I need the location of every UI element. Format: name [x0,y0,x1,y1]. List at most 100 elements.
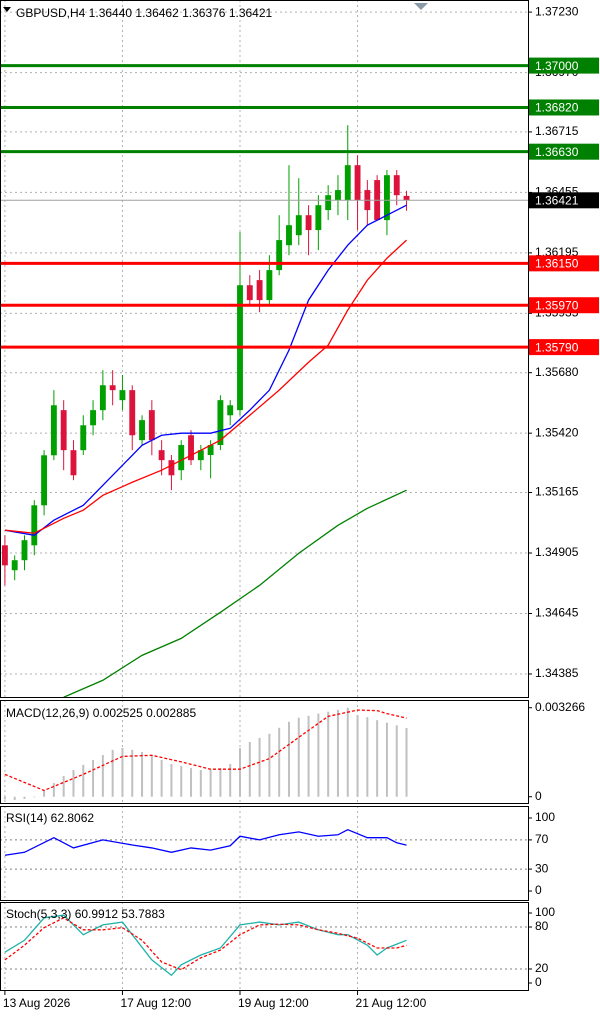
candle-body [158,450,165,461]
moving-average-line [63,489,407,697]
candle-body [227,405,234,416]
price-level-tag [529,255,599,272]
indicator-line [4,917,407,971]
y-tick-label: 1.34385 [535,666,579,680]
macd-bar [199,770,202,797]
x-tick-label: 13 Aug 2026 [3,996,71,1010]
candle-body [41,455,48,506]
candle-body [60,410,67,451]
macd-bar [52,783,55,797]
x-tick-label: 17 Aug 12:00 [120,996,191,1010]
candle-body [305,215,312,231]
y-tick-label: 1.35420 [535,425,579,439]
macd-bar [248,741,251,797]
candle-body [384,175,390,221]
y-tick-label: 70 [535,832,549,846]
macd-bar [229,764,232,797]
y-tick-label: 100 [535,810,555,824]
price-level-label: 1.36820 [535,101,579,115]
macd-bar [346,707,349,797]
moving-average-line [4,239,407,534]
panel-title: RSI(14) 62.8062 [6,811,94,825]
macd-bar [101,755,104,797]
macd-bar [190,768,193,797]
price-level-tag [529,99,599,116]
macd-bar [395,725,398,797]
candle-body [168,460,175,476]
macd-bar [297,717,300,797]
price-level-tag [529,297,599,314]
macd-bar [356,714,359,797]
macd-bar [62,776,65,797]
candle-body [325,195,332,211]
y-tick-label: 1.37230 [535,4,579,18]
shift-marker[interactable] [414,3,428,10]
macd-bar [111,749,114,797]
candle-body [70,450,77,476]
price-level-label: 1.36630 [535,145,579,159]
y-tick-label: 0 [535,789,542,803]
candle-body [393,175,400,196]
price-level-label: 1.35790 [535,340,579,354]
y-tick-label: 0 [535,883,542,897]
menu-triangle[interactable] [3,7,11,12]
candle-body [178,445,185,471]
candle-body [11,560,18,571]
macd-bar [278,727,281,797]
macd-bar [405,727,408,797]
y-tick-label: 0 [535,975,542,989]
panel-title: Stoch(5,3,3) 60.9912 53.7883 [6,907,165,921]
price-level-tag [529,143,599,160]
candle-body [207,445,214,456]
last-price-label: 1.36421 [535,193,579,207]
rsi-panel-frame [0,806,529,901]
macd-bar [219,768,222,797]
candle-body [266,270,273,301]
y-tick-label: 1.34645 [535,606,579,620]
candle-body [217,400,224,446]
y-tick-label: 20 [535,961,549,975]
macd-bar [150,755,153,797]
indicator-line [4,828,407,856]
panel-title: GBPUSD,H4 1.36440 1.36462 1.36376 1.3642… [16,6,273,20]
candle-body [246,285,253,301]
candle-body [344,165,351,201]
macd-bar [141,752,144,797]
macd-bar [33,796,36,798]
candle-body [197,450,204,461]
macd-bar [307,715,310,797]
price-level-label: 1.35970 [535,298,579,312]
y-tick-label: 1.36715 [535,124,579,138]
y-tick-label: 30 [535,861,549,875]
macd-bar [43,790,46,797]
macd-bar [376,720,379,797]
macd-bar [170,764,173,797]
x-tick-label: 19 Aug 12:00 [238,996,309,1010]
price-level-tag [529,339,599,356]
macd-bar [82,764,85,797]
candle-body [148,410,155,441]
moving-average-line [4,204,407,537]
macd-bar [209,770,212,797]
candle-body [50,405,57,456]
candle-body [256,280,263,301]
macd-bar [239,747,241,797]
y-tick-label: 80 [535,919,549,933]
price-level-label: 1.36150 [535,257,579,271]
price-level-tag [529,57,599,74]
macd-bar [317,713,320,797]
macd-bar [336,709,339,797]
panel-title: MACD(12,26,9) 0.002525 0.002885 [6,706,196,720]
y-tick-label: 1.34905 [535,545,579,559]
last-price-tag [529,192,599,209]
macd-bar [121,747,124,797]
macd-bar [23,796,26,799]
candle-body [276,240,283,271]
macd-bar [327,711,330,797]
candle-body [188,435,194,461]
macd-signal-line [4,709,407,792]
candle-body [119,390,126,401]
